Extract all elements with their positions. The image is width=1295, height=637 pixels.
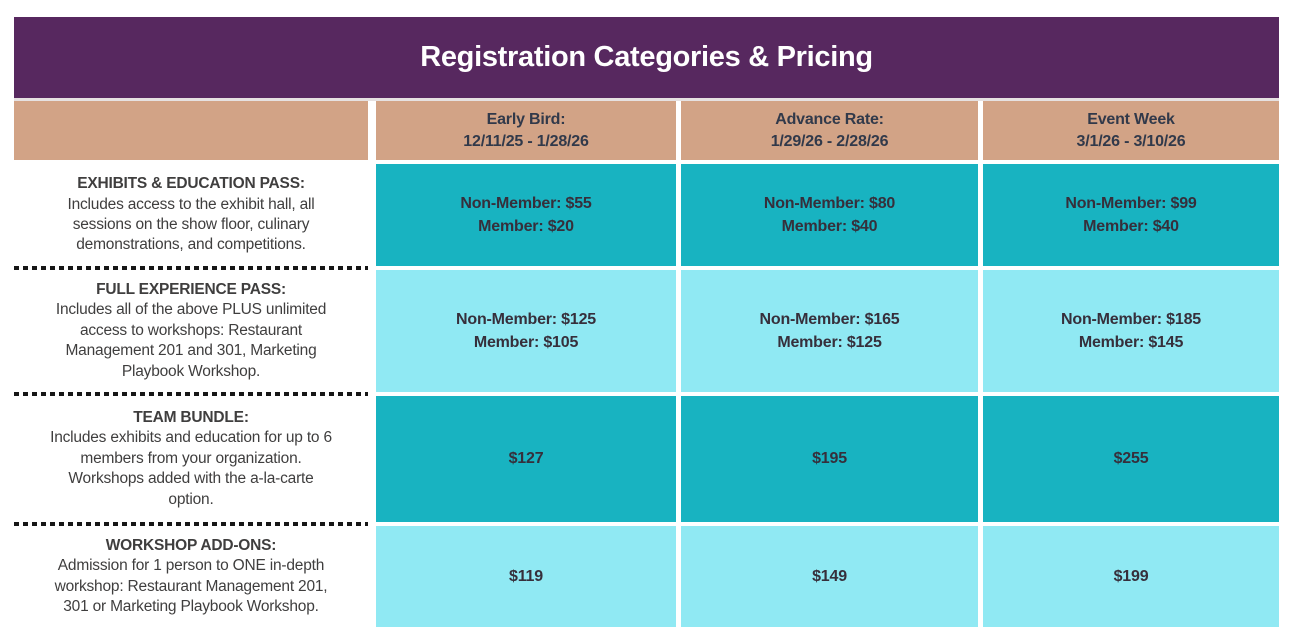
row-description: Includes all of the above PLUS unlimited… <box>55 301 327 380</box>
row-title: FULL EXPERIENCE PASS: <box>96 280 286 298</box>
row-label-team-bundle: TEAM BUNDLE: Includes exhibits and educa… <box>14 396 368 522</box>
dotted-line <box>14 522 368 526</box>
column-header-event-week: Event Week 3/1/26 - 3/10/26 <box>983 101 1279 160</box>
column-header-label: Advance Rate: 1/29/26 - 2/28/26 <box>770 110 889 150</box>
price-text: $127 <box>508 450 544 468</box>
price-cell: Non-Member: $80 Member: $40 <box>681 164 978 266</box>
row-label-exhibits-education-pass: EXHIBITS & EDUCATION PASS: Includes acce… <box>14 164 368 266</box>
price-text: Non-Member: $165 Member: $125 <box>759 310 900 351</box>
row-description: Includes exhibits and education for up t… <box>50 429 332 508</box>
column-header-label: Event Week 3/1/26 - 3/10/26 <box>1076 110 1186 150</box>
row-divider <box>14 392 368 396</box>
price-cell: Non-Member: $165 Member: $125 <box>681 270 978 392</box>
row-title: EXHIBITS & EDUCATION PASS: <box>77 175 305 193</box>
price-text: $195 <box>812 450 847 468</box>
price-cell: $195 <box>681 396 978 522</box>
price-text: Non-Member: $99 Member: $40 <box>1065 194 1197 235</box>
price-cell: Non-Member: $185 Member: $145 <box>983 270 1279 392</box>
price-cell: $127 <box>376 396 676 522</box>
row-title: WORKSHOP ADD-ONS: <box>105 536 277 554</box>
row-divider <box>14 522 368 526</box>
price-cell: $149 <box>681 526 978 627</box>
column-header-advance-rate: Advance Rate: 1/29/26 - 2/28/26 <box>681 101 978 160</box>
price-cell: Non-Member: $125 Member: $105 <box>376 270 676 392</box>
price-text: Non-Member: $80 Member: $40 <box>763 194 896 235</box>
price-text: $119 <box>509 567 543 585</box>
price-text: Non-Member: $185 Member: $145 <box>1061 310 1201 351</box>
row-description: Includes access to the exhibit hall, all… <box>67 195 315 254</box>
price-text: $255 <box>1113 450 1149 468</box>
dotted-line <box>14 266 368 270</box>
row-description: Admission for 1 person to ONE in-depth w… <box>54 557 328 615</box>
row-divider <box>14 266 368 270</box>
table-title-bar: Registration Categories & Pricing <box>14 17 1279 98</box>
table-title: Registration Categories & Pricing <box>420 41 873 73</box>
row-title: TEAM BUNDLE: <box>133 408 249 426</box>
price-text: $149 <box>812 567 847 585</box>
price-text: Non-Member: $55 Member: $20 <box>460 194 592 235</box>
pricing-grid: Early Bird: 12/11/25 - 1/28/26 Advance R… <box>14 101 1279 627</box>
column-header-early-bird: Early Bird: 12/11/25 - 1/28/26 <box>376 101 676 160</box>
corner-cell <box>14 101 368 160</box>
price-cell: $119 <box>376 526 676 627</box>
price-text: Non-Member: $125 Member: $105 <box>456 310 596 351</box>
registration-pricing-table: Registration Categories & Pricing Early … <box>14 17 1279 627</box>
price-text: $199 <box>1113 567 1149 585</box>
price-cell: Non-Member: $99 Member: $40 <box>983 164 1279 266</box>
row-label-workshop-add-ons: WORKSHOP ADD-ONS: Admission for 1 person… <box>14 526 368 627</box>
price-cell: Non-Member: $55 Member: $20 <box>376 164 676 266</box>
row-label-full-experience-pass: FULL EXPERIENCE PASS: Includes all of th… <box>14 270 368 392</box>
price-cell: $255 <box>983 396 1279 522</box>
column-header-label: Early Bird: 12/11/25 - 1/28/26 <box>463 110 589 150</box>
price-cell: $199 <box>983 526 1279 627</box>
dotted-line <box>14 392 368 396</box>
title-divider <box>14 98 1279 101</box>
